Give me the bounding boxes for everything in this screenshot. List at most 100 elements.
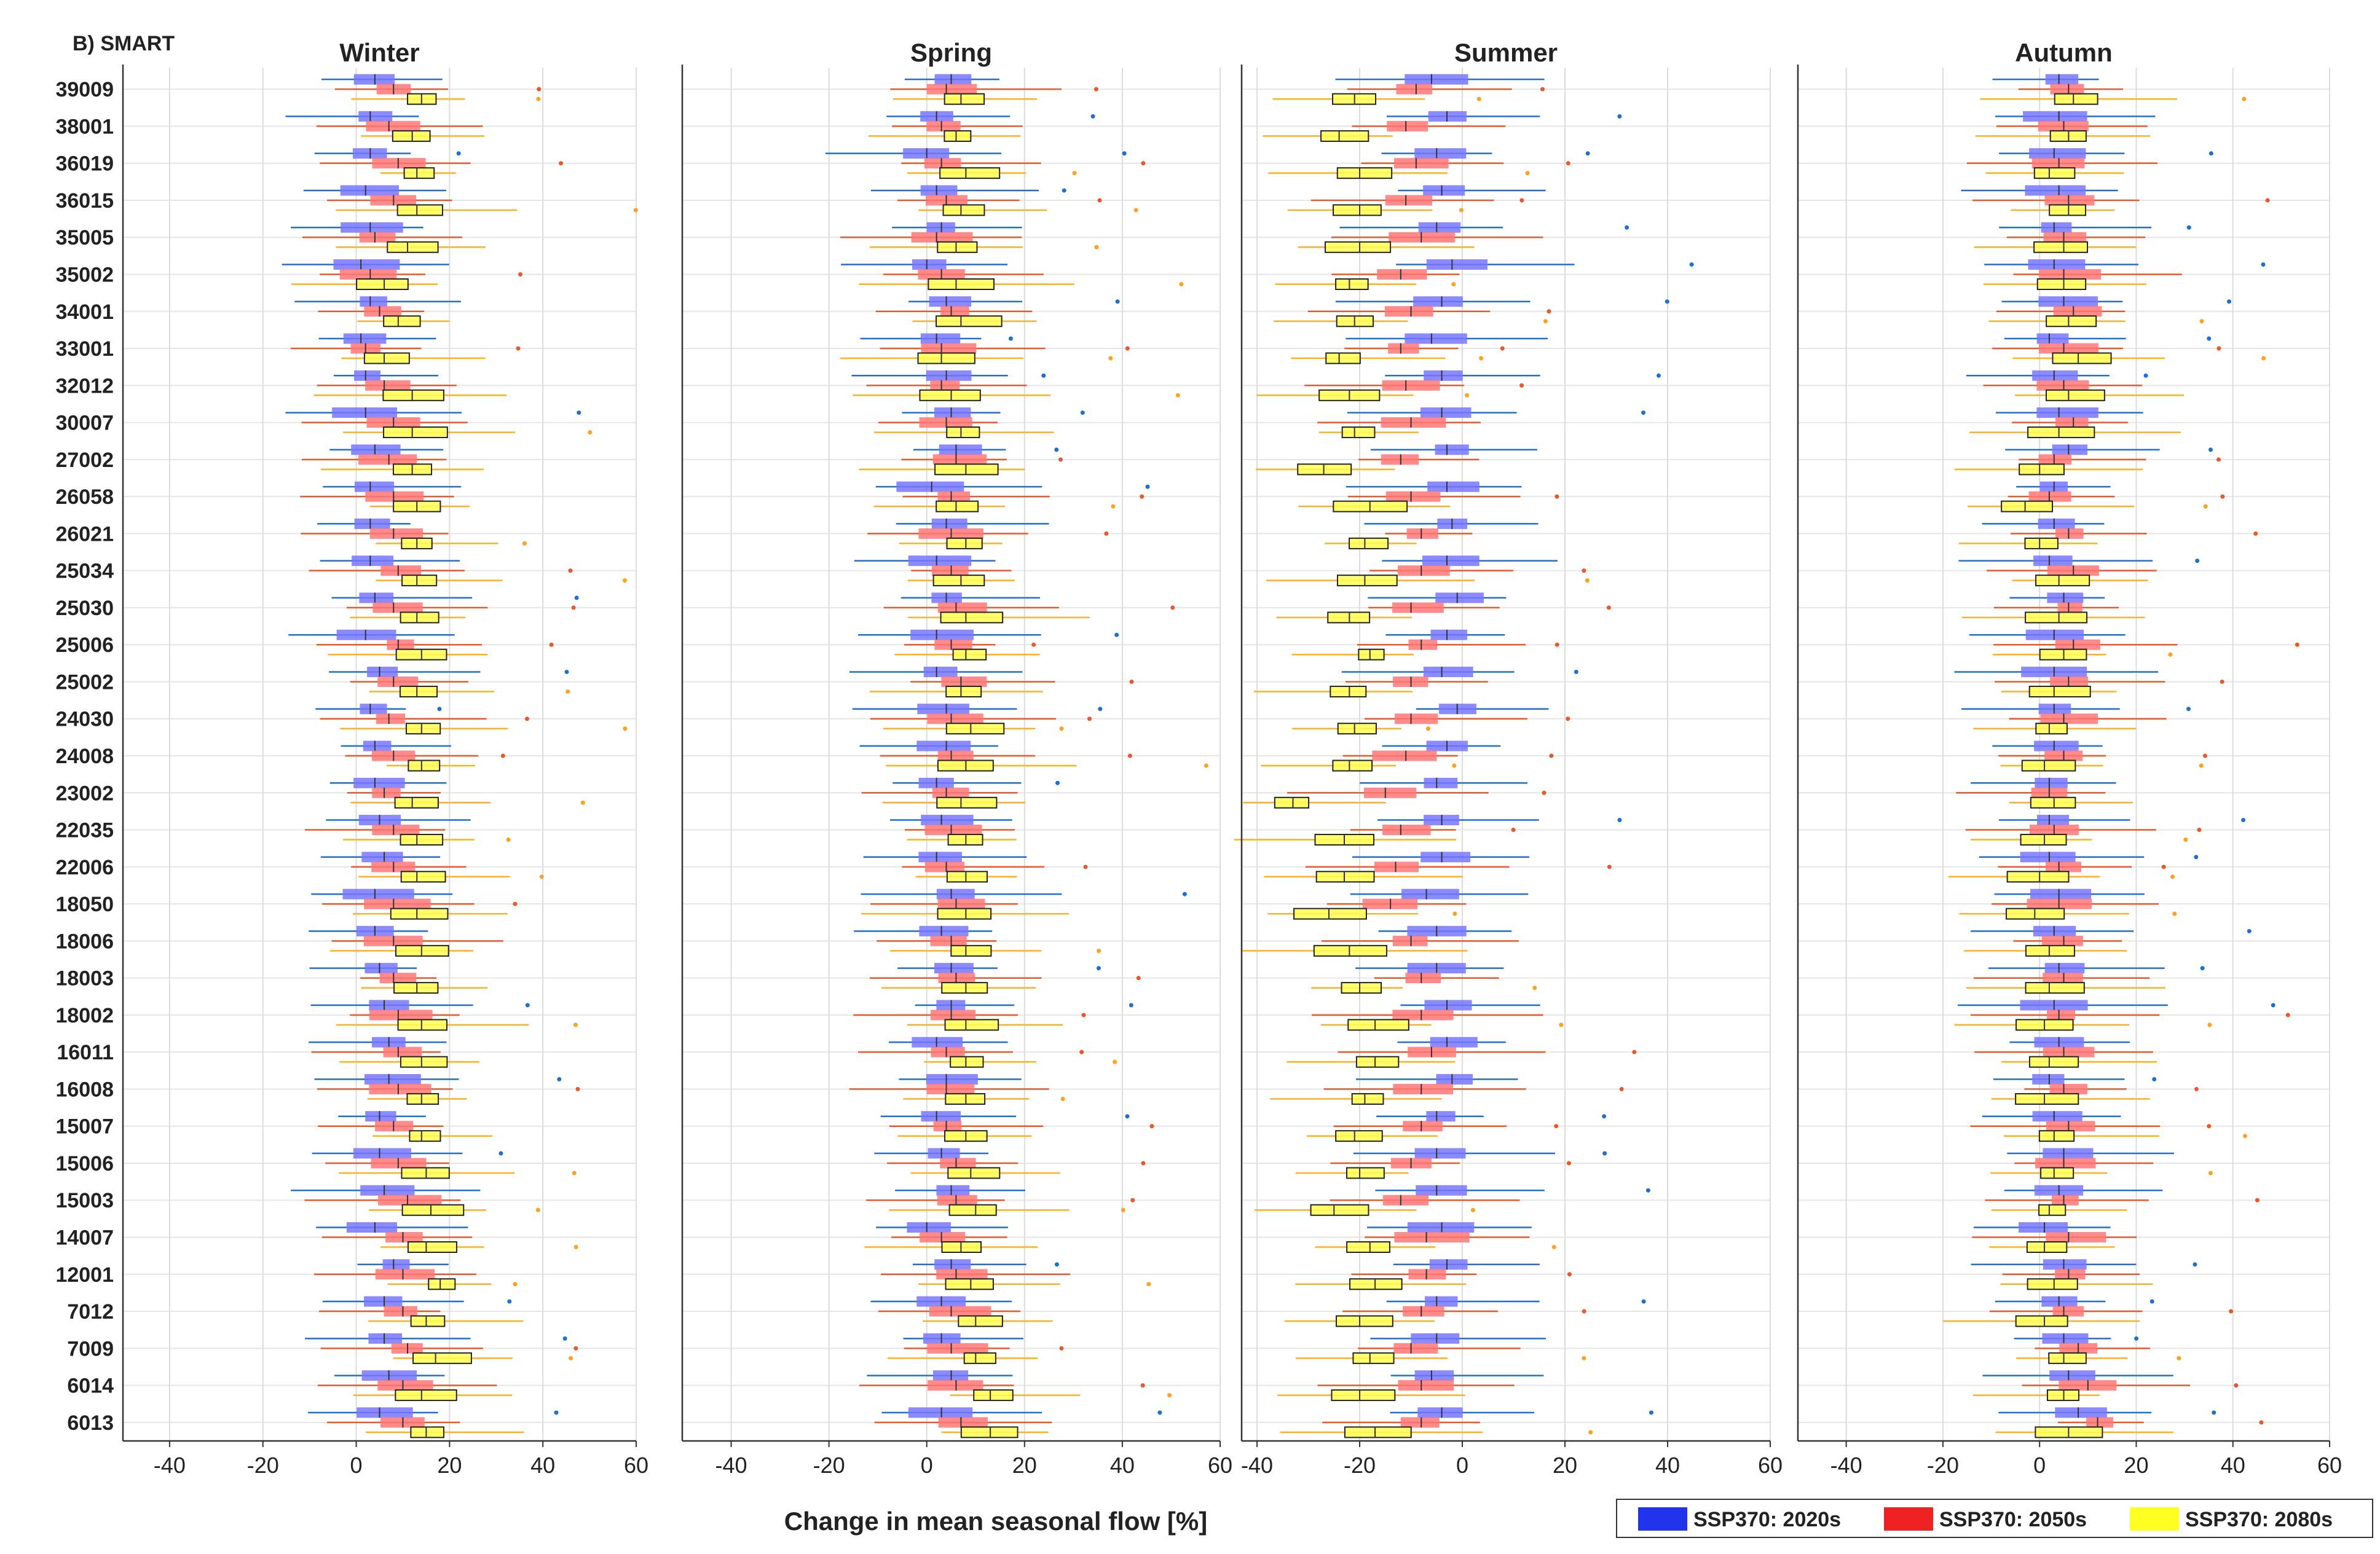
outlier-point [2255,1198,2260,1203]
outlier-point [1519,198,1524,203]
box-2020s [2043,1148,2094,1159]
box-2080s [2015,1093,2079,1105]
outlier-point [1141,161,1146,166]
box-2080s [945,685,982,697]
box-2080s [1310,1204,1369,1216]
box-2080s [2046,1389,2079,1402]
box-2080s [387,241,439,253]
box-2020s [918,852,962,863]
outlier-point [564,669,569,674]
box-2050s [2057,602,2082,613]
outlier-point [1617,114,1622,119]
box-2020s [1427,481,1480,492]
box-2080s [2030,796,2076,809]
outlier-point [1566,716,1570,721]
catchment-label: 33001 [55,337,114,361]
box-2080s [946,871,988,883]
catchment-label: 15007 [55,1115,114,1139]
box-2050s [366,120,420,131]
box-2080s [2001,500,2054,512]
outlier-point [2220,679,2224,684]
box-2020s [1416,1185,1467,1196]
box-2080s [942,204,985,216]
outlier-point [2212,1410,2216,1415]
box-2020s [2032,370,2078,381]
box-2050s [2055,528,2084,539]
box-2020s [1422,555,1480,567]
outlier-point [575,1086,580,1091]
box-2020s [353,777,405,788]
outlier-point [1465,393,1470,398]
catchment-label: 15006 [55,1152,114,1175]
outlier-point [1645,1188,1650,1193]
box-2020s [920,185,958,196]
box-2020s [1420,407,1472,418]
box-2050s [937,1195,977,1206]
catchment-label: 23002 [55,782,114,805]
box-2020s [369,1000,409,1011]
outlier-point [2242,1134,2247,1139]
panel-autumn: Autumn -40 -20 0 20 40 60 [1797,38,2342,1478]
box-2050s [379,973,417,984]
outlier-point [1567,1272,1572,1277]
box-2020s [934,1259,971,1270]
box-2050s [1394,158,1449,169]
outlier-point [559,161,564,166]
box-2020s [1424,1000,1472,1011]
outlier-point [2193,1262,2197,1267]
outlier-point [1129,679,1134,684]
box-2020s [354,370,381,381]
box-2020s [2036,815,2070,826]
box-2020s [931,518,967,529]
outlier-point [535,1207,540,1212]
box-2080s [944,130,972,142]
box-2020s [2038,518,2075,529]
outlier-point [1079,1050,1084,1054]
box-2080s [1344,1426,1412,1438]
outlier-point [1500,346,1505,351]
box-2050s [1393,1343,1438,1354]
box-2020s [2044,963,2085,974]
box-2050s [1392,1010,1454,1021]
legend-label: SSP370: 2020s [1693,1508,1841,1531]
box-2050s [1398,1380,1454,1391]
box-2020s [2025,185,2086,196]
box-2050s [926,120,961,131]
box-2020s [363,740,392,751]
box-2050s [927,713,983,724]
box-2080s [2038,1130,2075,1142]
outlier-point [1554,1124,1559,1129]
box-2020s [1423,185,1465,196]
outlier-point [1470,1207,1475,1212]
outlier-point [1115,299,1120,304]
box-2050s [937,491,970,502]
box-2050s [1385,491,1441,502]
box-2050s [2055,639,2100,650]
box-2020s [368,1333,403,1344]
outlier-point [2253,531,2258,536]
box-2050s [924,158,961,169]
box-2080s [1336,1315,1393,1327]
outlier-point [1136,976,1141,981]
box-2020s [352,555,393,567]
box-2080s [2033,241,2089,253]
box-2080s [945,1278,994,1290]
outlier-point [1641,410,1645,415]
box-2080s [950,944,992,957]
box-2020s [333,259,400,270]
box-2080s [937,908,992,920]
box-2020s [910,629,974,640]
box-2050s [1377,269,1427,280]
x-tick-label: -20 [247,1453,279,1478]
box-2020s [1424,777,1458,788]
outlier-point [2234,1383,2239,1388]
box-2020s [342,889,414,900]
box-2020s [1417,1407,1463,1418]
outlier-point [577,410,581,415]
box-2020s [354,481,395,492]
outlier-point [2209,151,2213,156]
x-tick-label: 60 [624,1453,648,1478]
box-2020s [2032,1073,2065,1085]
box-2050s [1382,825,1431,836]
box-2020s [2055,1407,2107,1418]
